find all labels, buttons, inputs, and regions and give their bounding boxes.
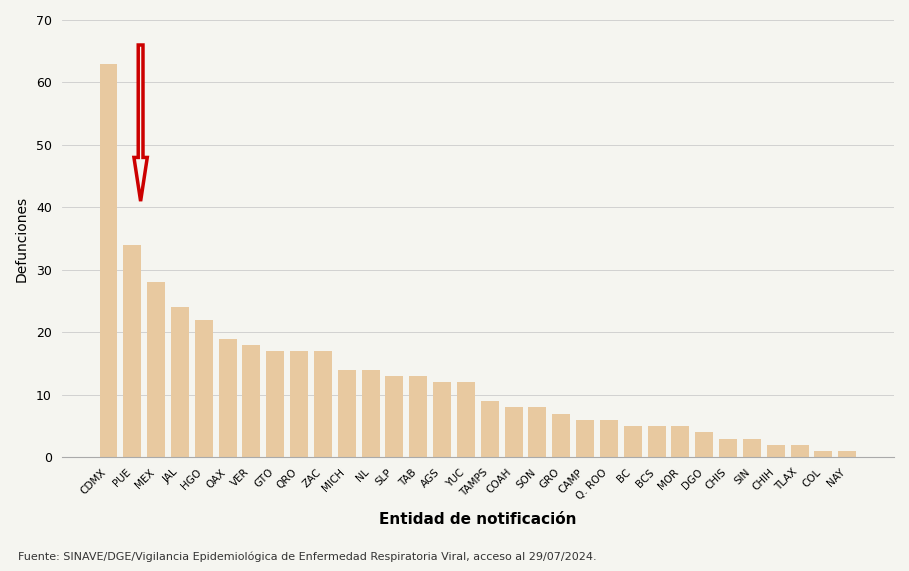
Bar	[385, 376, 404, 457]
Bar	[195, 320, 213, 457]
Bar	[695, 432, 714, 457]
Bar	[124, 245, 141, 457]
Bar	[219, 339, 236, 457]
Bar	[814, 451, 833, 457]
Bar	[171, 307, 189, 457]
Bar	[838, 451, 856, 457]
Bar	[99, 64, 117, 457]
Bar	[624, 426, 642, 457]
Bar	[504, 407, 523, 457]
Text: Fuente: SINAVE/DGE/Vigilancia Epidemiológica de Enfermedad Respiratoria Viral, a: Fuente: SINAVE/DGE/Vigilancia Epidemioló…	[18, 552, 597, 562]
Bar	[243, 345, 260, 457]
Bar	[266, 351, 285, 457]
Bar	[528, 407, 546, 457]
Bar	[457, 383, 474, 457]
Bar	[743, 439, 761, 457]
Bar	[362, 370, 380, 457]
Bar	[314, 351, 332, 457]
Y-axis label: Defunciones: Defunciones	[15, 196, 29, 282]
Bar	[719, 439, 737, 457]
Bar	[290, 351, 308, 457]
Bar	[672, 426, 689, 457]
Bar	[409, 376, 427, 457]
Bar	[338, 370, 355, 457]
Bar	[647, 426, 665, 457]
Bar	[576, 420, 594, 457]
Bar	[147, 283, 165, 457]
Polygon shape	[134, 45, 147, 201]
Bar	[600, 420, 618, 457]
X-axis label: Entidad de notificación: Entidad de notificación	[379, 512, 576, 528]
Bar	[434, 383, 451, 457]
Bar	[791, 445, 808, 457]
Bar	[553, 413, 570, 457]
Bar	[767, 445, 784, 457]
Bar	[481, 401, 499, 457]
